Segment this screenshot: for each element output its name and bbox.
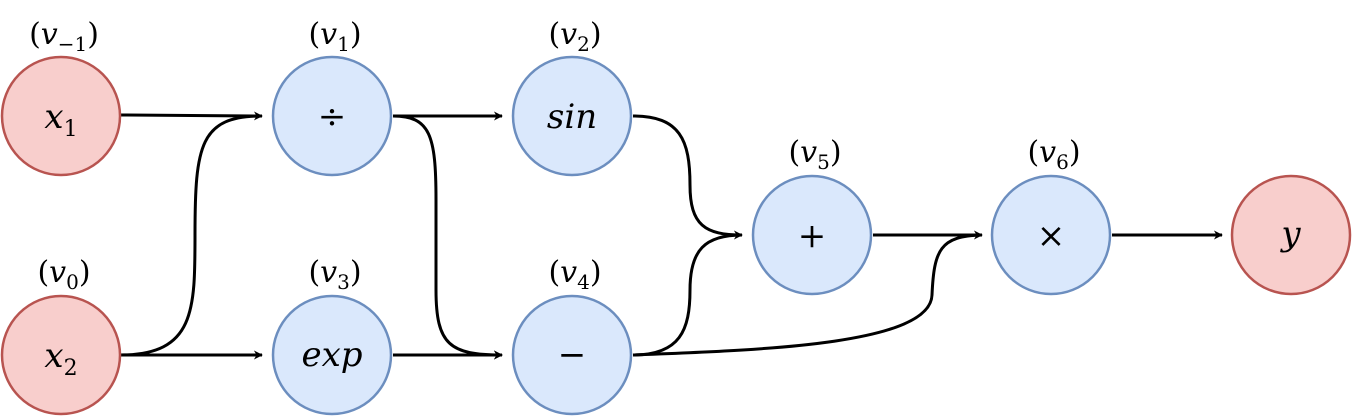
node-x1-circle bbox=[0, 55, 122, 177]
node-sub-tag-sub: 4 bbox=[577, 270, 590, 294]
node-div-tag-sub: 1 bbox=[337, 32, 350, 56]
edge-sub-mul bbox=[632, 233, 983, 357]
edge-x2-div bbox=[119, 114, 263, 357]
node-add-label: + bbox=[798, 216, 827, 256]
node-mul-label: × bbox=[1037, 216, 1066, 256]
node-div-tag: v bbox=[320, 17, 337, 52]
node-div-label: ÷ bbox=[318, 97, 347, 137]
node-sub-circle bbox=[511, 294, 633, 416]
node-x1: x1 (v−1) bbox=[0, 17, 122, 177]
node-sin-tag-sub: 2 bbox=[577, 32, 590, 56]
node-sin-tag: v bbox=[560, 17, 577, 52]
node-sub-tag: v bbox=[560, 255, 577, 290]
svg-text:(v6): (v6) bbox=[1027, 135, 1080, 174]
node-exp-tag: v bbox=[320, 255, 337, 290]
svg-text:(v1): (v1) bbox=[308, 17, 361, 56]
edge-sub-add bbox=[632, 233, 743, 357]
node-mul-circle bbox=[990, 174, 1112, 296]
node-y-label: y bbox=[1279, 214, 1301, 254]
node-exp: exp (v3) bbox=[271, 255, 393, 416]
node-sin-label: sin bbox=[547, 97, 597, 137]
node-x1-tag-sub: −1 bbox=[58, 32, 87, 56]
node-sub-label: − bbox=[558, 335, 587, 375]
svg-text:(v4): (v4) bbox=[548, 255, 601, 294]
node-sub: − (v4) bbox=[511, 255, 633, 416]
node-mul-tag: v bbox=[1039, 135, 1056, 170]
edge-x1-div bbox=[119, 111, 263, 121]
svg-text:(v2): (v2) bbox=[548, 17, 601, 56]
node-add-tag-sub: 5 bbox=[817, 150, 830, 174]
node-x2-sub: 2 bbox=[64, 356, 78, 381]
node-exp-tag-sub: 3 bbox=[337, 270, 350, 294]
node-x1-tag: v bbox=[41, 17, 58, 52]
node-x1-sub: 1 bbox=[64, 117, 78, 142]
node-exp-circle bbox=[271, 294, 393, 416]
node-y-circle bbox=[1230, 174, 1352, 296]
node-x2-circle bbox=[0, 294, 122, 416]
edge-div-sub bbox=[392, 114, 503, 360]
node-x2-tag: v bbox=[49, 255, 66, 290]
svg-text:x2: x2 bbox=[44, 336, 77, 381]
node-y: y bbox=[1230, 174, 1352, 296]
svg-text:x1: x1 bbox=[44, 97, 77, 142]
node-x2-tag-sub: 0 bbox=[66, 270, 79, 294]
node-mul: × (v6) bbox=[990, 135, 1112, 296]
node-mul-tag-sub: 6 bbox=[1056, 150, 1069, 174]
node-x2-label: x bbox=[44, 336, 63, 376]
node-exp-label: exp bbox=[301, 335, 362, 375]
node-add-circle bbox=[751, 174, 873, 296]
svg-text:(v−1): (v−1) bbox=[29, 17, 99, 56]
svg-text:(v3): (v3) bbox=[308, 255, 361, 294]
svg-text:(v5): (v5) bbox=[788, 135, 841, 174]
node-sin: sin (v2) bbox=[511, 17, 633, 177]
svg-text:(v0): (v0) bbox=[37, 255, 90, 294]
node-x2: x2 (v0) bbox=[0, 255, 122, 416]
node-sin-circle bbox=[511, 55, 633, 177]
node-div-circle bbox=[271, 55, 393, 177]
node-add-tag: v bbox=[800, 135, 817, 170]
edges bbox=[119, 111, 1223, 360]
node-x1-label: x bbox=[44, 97, 63, 137]
node-div: ÷ (v1) bbox=[271, 17, 393, 177]
edge-sin-add bbox=[632, 114, 743, 240]
node-add: + (v5) bbox=[751, 135, 873, 296]
